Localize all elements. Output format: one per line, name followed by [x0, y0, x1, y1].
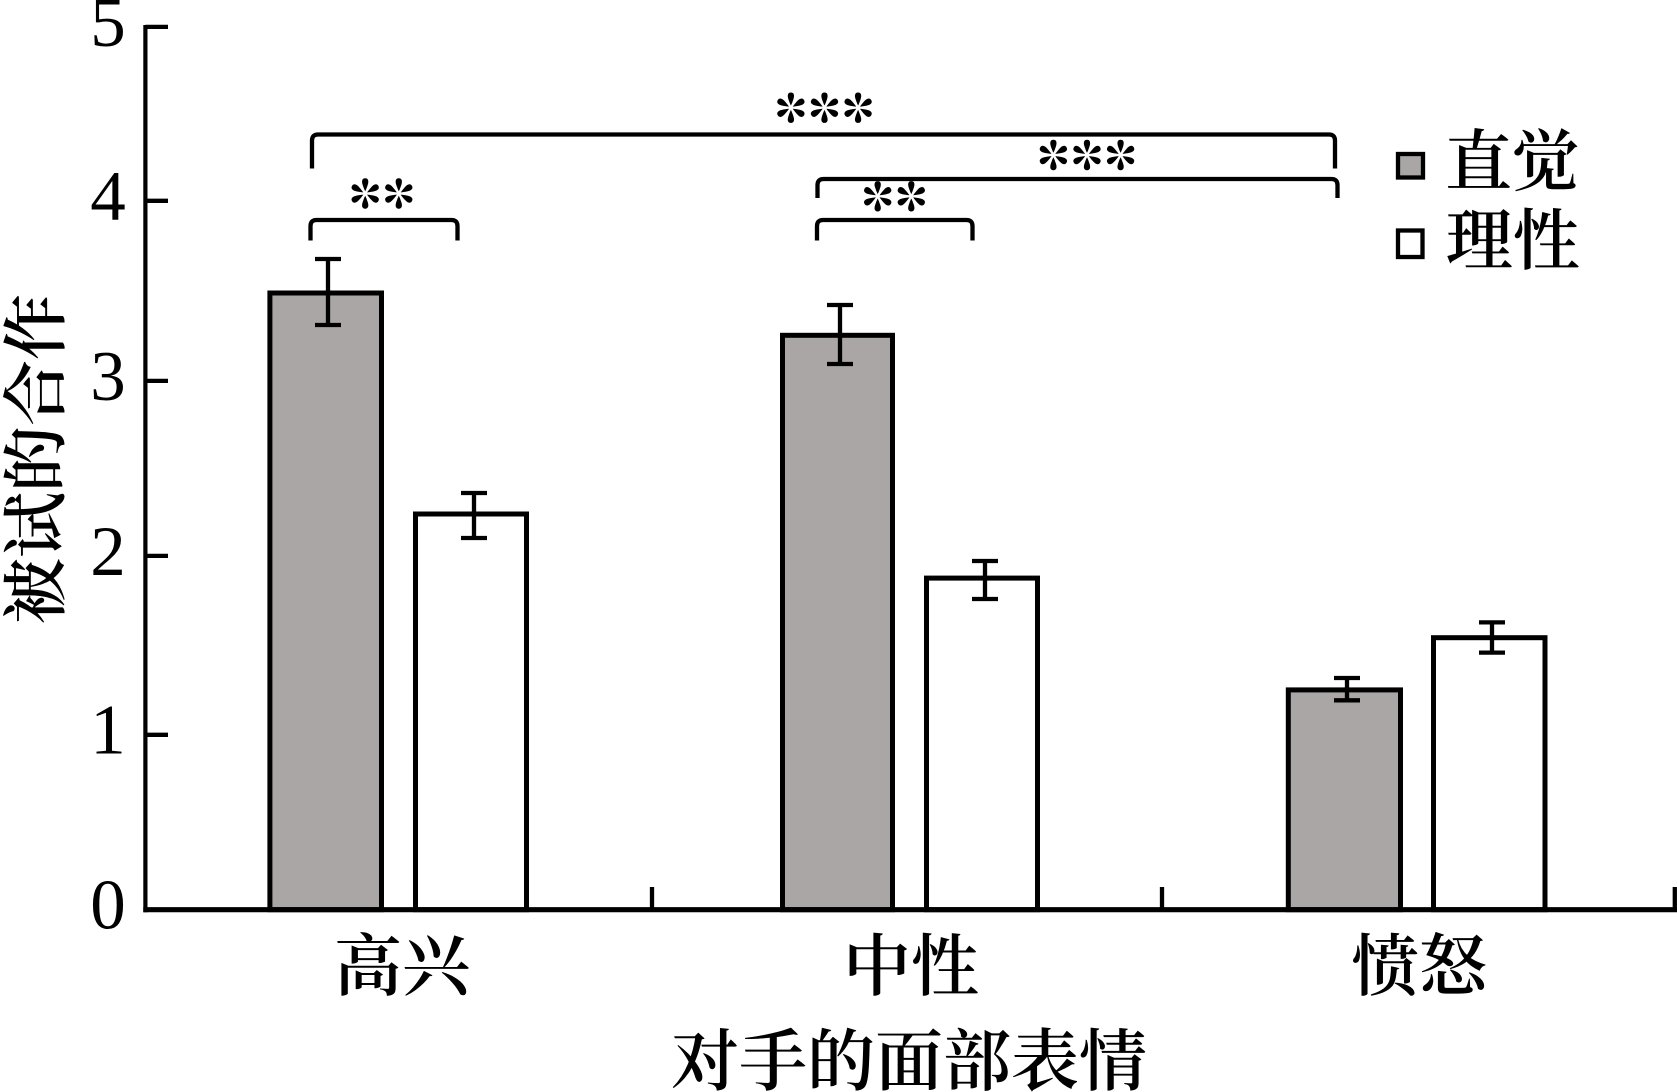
svg-text:4: 4 [90, 158, 126, 236]
svg-text:1: 1 [90, 692, 126, 770]
svg-text:3: 3 [90, 338, 126, 416]
svg-text:2: 2 [90, 513, 126, 591]
svg-text:5: 5 [90, 0, 126, 62]
svg-text:0: 0 [90, 867, 126, 945]
